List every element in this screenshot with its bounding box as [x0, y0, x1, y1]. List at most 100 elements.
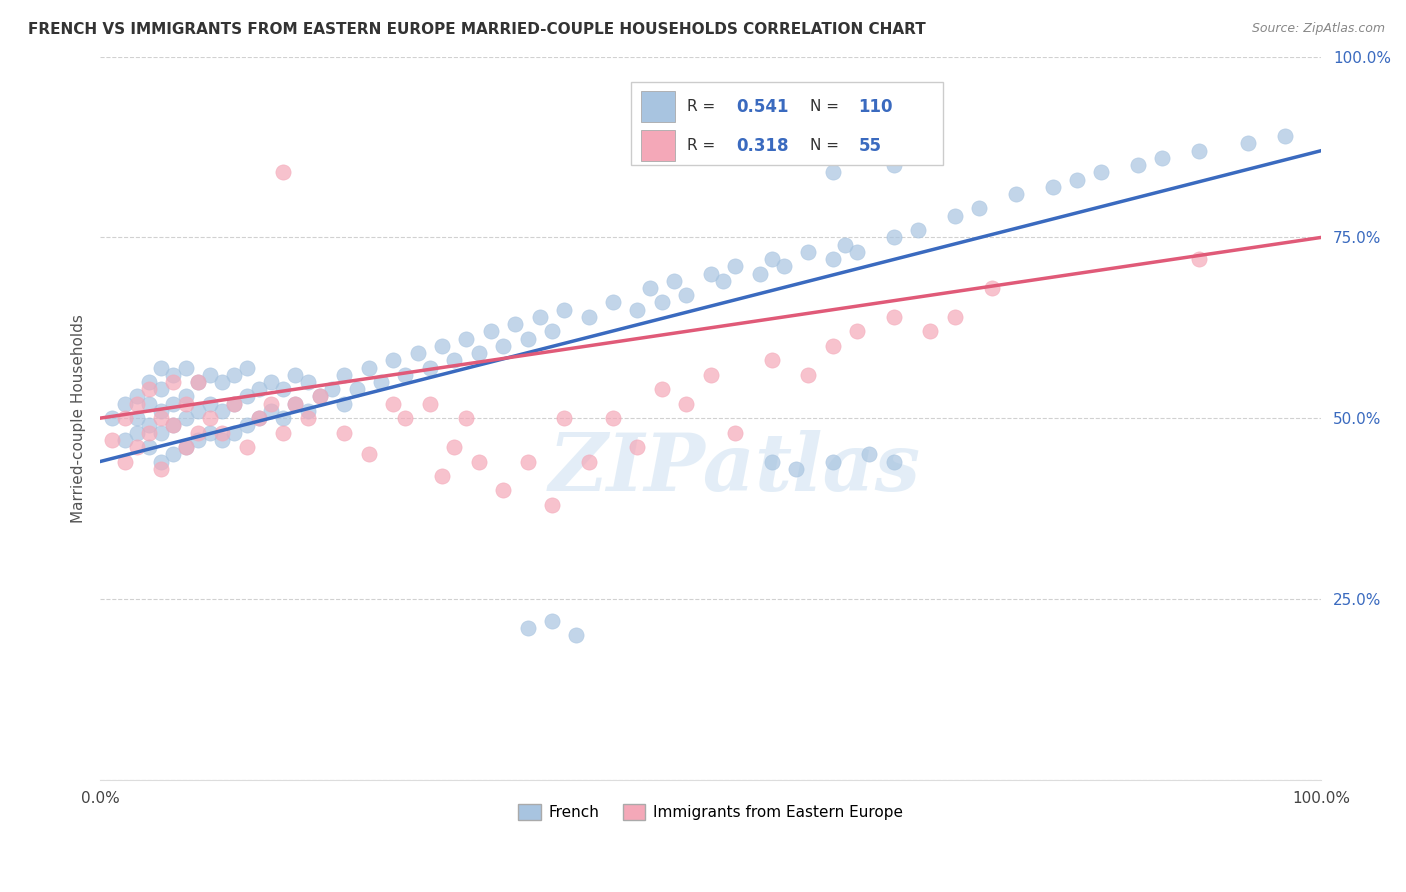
Point: [162, 418, 184, 433]
Point: [516, 332, 538, 346]
Point: [382, 397, 405, 411]
Point: [162, 447, 184, 461]
Point: [419, 397, 441, 411]
Point: [821, 454, 844, 468]
Point: [271, 382, 294, 396]
Point: [1005, 187, 1028, 202]
Point: [785, 462, 807, 476]
Point: [174, 397, 197, 411]
Text: 55: 55: [859, 136, 882, 154]
Point: [516, 621, 538, 635]
Point: [211, 375, 233, 389]
Point: [529, 310, 551, 324]
Point: [211, 433, 233, 447]
Point: [101, 433, 124, 447]
Point: [260, 404, 283, 418]
Point: [943, 209, 966, 223]
Point: [138, 418, 160, 433]
Y-axis label: Married-couple Households: Married-couple Households: [72, 314, 86, 523]
Point: [297, 375, 319, 389]
Point: [309, 389, 332, 403]
Point: [187, 375, 209, 389]
Point: [187, 433, 209, 447]
Point: [503, 317, 526, 331]
Text: FRENCH VS IMMIGRANTS FROM EASTERN EUROPE MARRIED-COUPLE HOUSEHOLDS CORRELATION C: FRENCH VS IMMIGRANTS FROM EASTERN EUROPE…: [28, 22, 927, 37]
Point: [150, 411, 173, 425]
Point: [516, 454, 538, 468]
Point: [565, 628, 588, 642]
Point: [297, 411, 319, 425]
Point: [271, 165, 294, 179]
Point: [357, 360, 380, 375]
Point: [651, 382, 673, 396]
Point: [821, 165, 844, 179]
Point: [943, 310, 966, 324]
Point: [247, 411, 270, 425]
Point: [699, 267, 721, 281]
Point: [162, 418, 184, 433]
Point: [174, 440, 197, 454]
Point: [114, 397, 136, 411]
Point: [920, 325, 942, 339]
Legend: French, Immigrants from Eastern Europe: French, Immigrants from Eastern Europe: [512, 798, 910, 826]
Point: [101, 411, 124, 425]
Point: [602, 295, 624, 310]
Point: [626, 440, 648, 454]
FancyBboxPatch shape: [641, 91, 675, 121]
Point: [797, 244, 820, 259]
Point: [797, 368, 820, 382]
Point: [187, 425, 209, 440]
Point: [883, 230, 905, 244]
Point: [224, 397, 246, 411]
Point: [125, 411, 148, 425]
Point: [125, 389, 148, 403]
Point: [419, 360, 441, 375]
Point: [198, 397, 221, 411]
Point: [211, 425, 233, 440]
Point: [1126, 158, 1149, 172]
Point: [125, 425, 148, 440]
Point: [443, 440, 465, 454]
Point: [247, 411, 270, 425]
Text: N =: N =: [810, 99, 844, 114]
Point: [626, 302, 648, 317]
Point: [357, 447, 380, 461]
Text: 110: 110: [859, 97, 893, 116]
Point: [748, 267, 770, 281]
Point: [150, 462, 173, 476]
Point: [125, 440, 148, 454]
Point: [834, 237, 856, 252]
Point: [138, 397, 160, 411]
Point: [1188, 252, 1211, 266]
Point: [761, 252, 783, 266]
Point: [578, 310, 600, 324]
Point: [138, 425, 160, 440]
Point: [235, 389, 257, 403]
Point: [224, 425, 246, 440]
Point: [479, 325, 502, 339]
Point: [125, 397, 148, 411]
Point: [260, 375, 283, 389]
Point: [150, 382, 173, 396]
Point: [224, 397, 246, 411]
Point: [980, 281, 1002, 295]
Point: [150, 425, 173, 440]
Point: [284, 397, 307, 411]
Point: [114, 433, 136, 447]
Point: [1042, 179, 1064, 194]
Point: [138, 375, 160, 389]
Point: [1237, 136, 1260, 151]
Point: [541, 325, 564, 339]
Point: [114, 411, 136, 425]
Point: [321, 382, 343, 396]
Point: [162, 368, 184, 382]
Point: [675, 397, 697, 411]
Point: [1274, 129, 1296, 144]
Point: [174, 411, 197, 425]
Point: [271, 411, 294, 425]
Point: [114, 454, 136, 468]
Point: [284, 368, 307, 382]
Point: [883, 158, 905, 172]
Point: [198, 425, 221, 440]
FancyBboxPatch shape: [631, 82, 942, 165]
